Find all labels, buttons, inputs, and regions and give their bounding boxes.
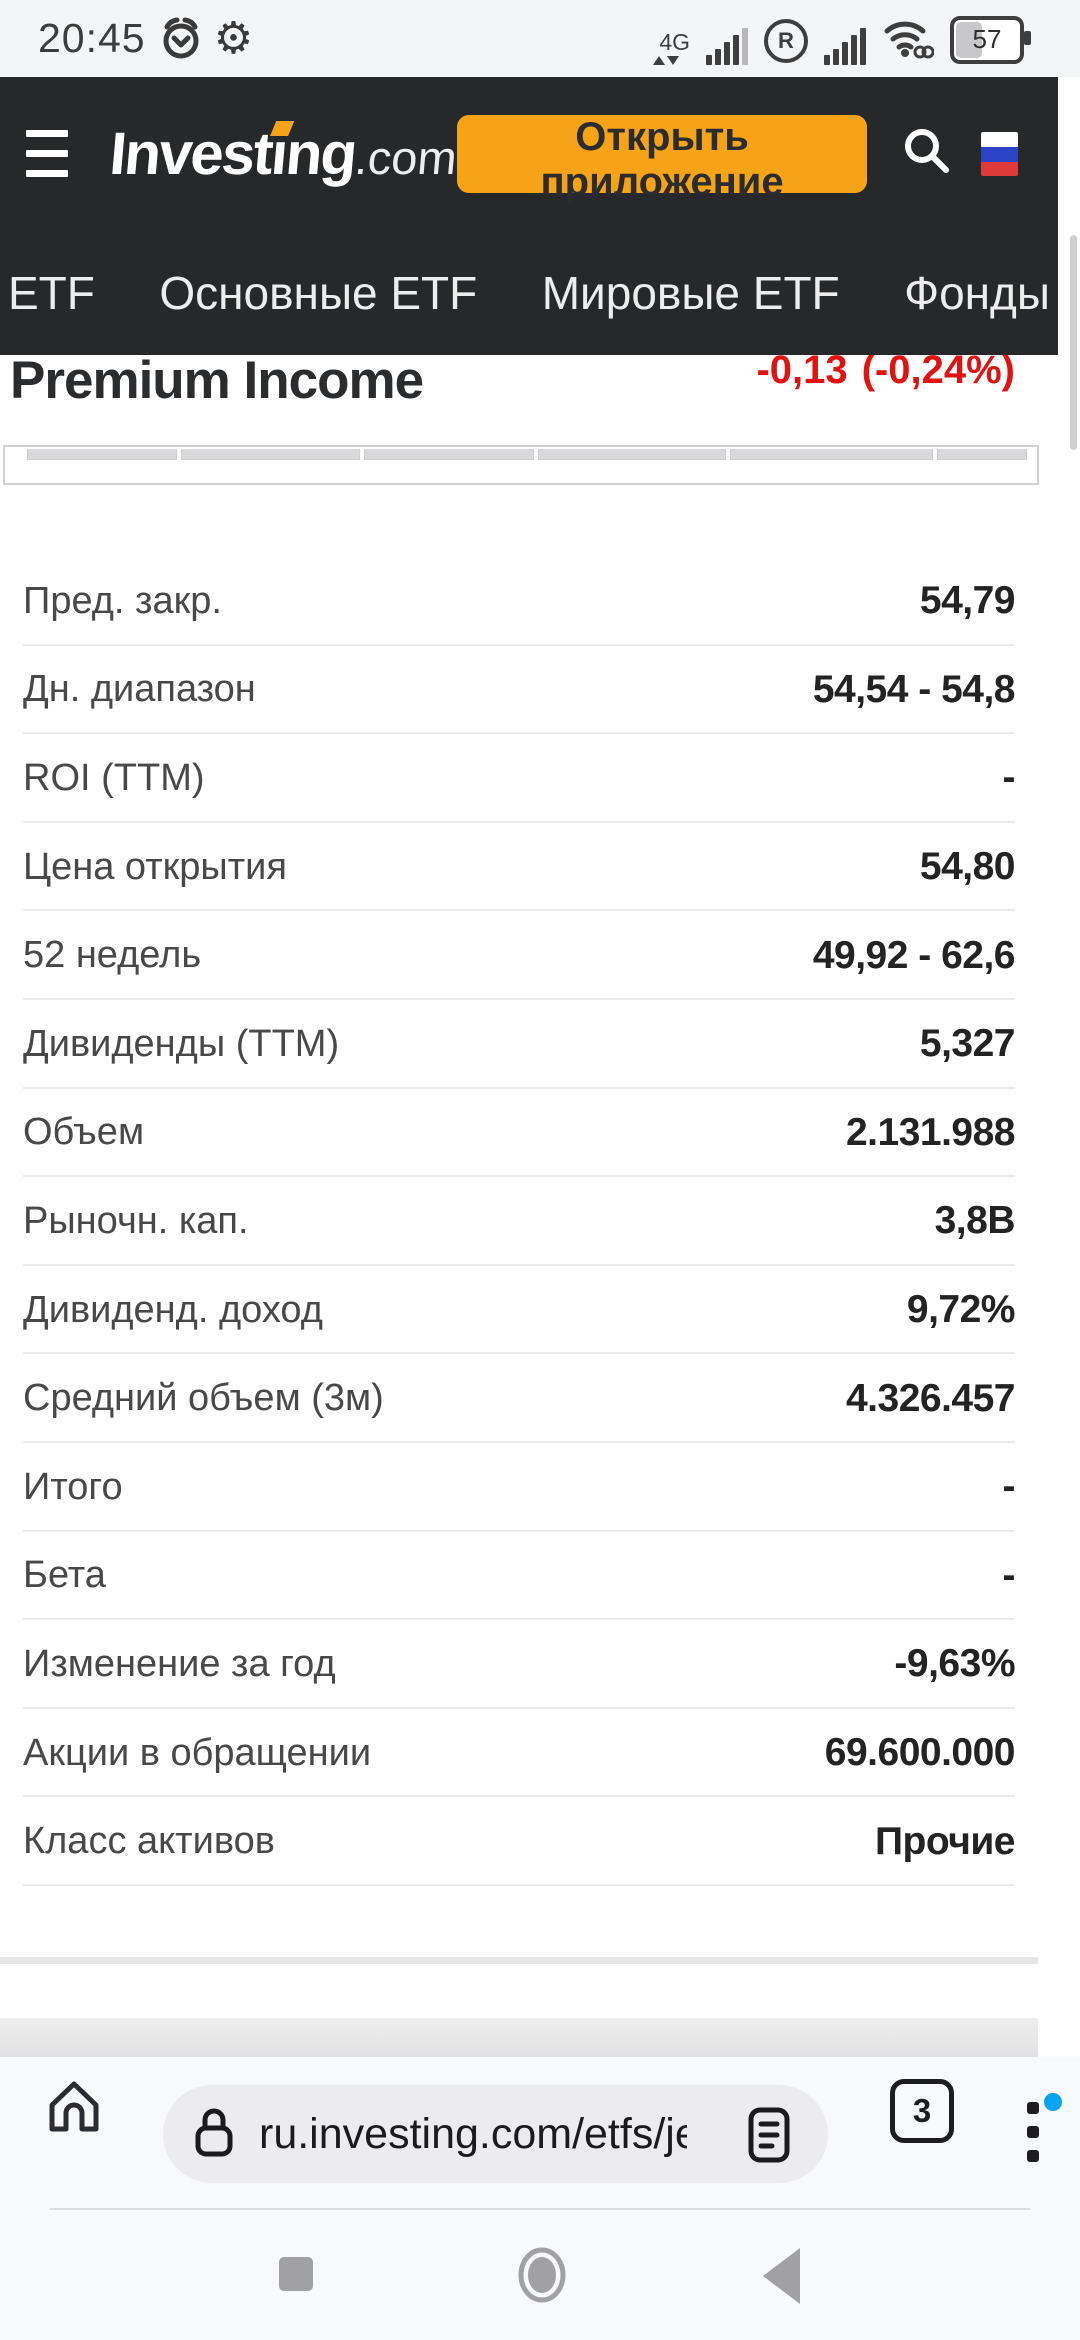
- table-row: Бета -: [0, 1532, 1038, 1621]
- stat-value: 9,72%: [906, 1288, 1016, 1332]
- table-row: 52 недель 49,92 - 62,6: [0, 911, 1038, 1000]
- stat-label: Акции в обращении: [23, 1731, 372, 1774]
- table-row: Дивиденды (TTM) 5,327: [0, 1000, 1038, 1089]
- table-row: Акции в обращении 69.600.000: [0, 1709, 1038, 1798]
- stat-value: -: [1002, 1553, 1016, 1597]
- menu-icon[interactable]: [26, 130, 68, 177]
- stat-value: 4.326.457: [845, 1376, 1016, 1420]
- tab-world-etf[interactable]: Мировые ETF: [541, 266, 840, 319]
- status-icons: 4G R 57: [653, 13, 1031, 65]
- stat-value: 5,327: [919, 1022, 1016, 1066]
- recents-button[interactable]: [279, 2257, 313, 2291]
- stat-value: 69.600.000: [824, 1731, 1016, 1775]
- open-app-button[interactable]: Открыть приложение: [457, 114, 867, 204]
- site-header: Inves t ı ng .com Открыть приложение ETF Осн…: [0, 77, 1058, 355]
- stat-value: -: [1002, 1465, 1016, 1509]
- table-row: Объем 2.131.988: [0, 1089, 1038, 1178]
- stat-value: Прочие: [874, 1819, 1016, 1863]
- stat-label: Рыночн. кап.: [23, 1199, 249, 1242]
- table-row: Итого -: [0, 1443, 1038, 1532]
- period-selector-clipped: [3, 445, 1039, 485]
- table-row: ROI (TTM) -: [0, 734, 1038, 823]
- mobile-data-icon: 4G: [653, 30, 690, 65]
- url-bar[interactable]: ru.investing.com/etfs/jep: [163, 2085, 828, 2183]
- table-row: Дн. диапазон 54,54 - 54,8: [0, 646, 1038, 735]
- stat-value: 49,92 - 62,6: [812, 933, 1016, 977]
- home-icon[interactable]: [42, 2075, 106, 2144]
- price-change: -0,13 (-0,24%): [756, 348, 1015, 392]
- stat-label: Итого: [23, 1465, 123, 1508]
- signal-icon-sim2: [824, 27, 866, 65]
- stat-value: -: [1002, 756, 1016, 800]
- stat-value: 2.131.988: [845, 1110, 1016, 1154]
- stat-label: Средний объем (3м): [23, 1377, 384, 1420]
- alarm-icon: [158, 16, 204, 62]
- search-icon[interactable]: [901, 125, 953, 182]
- table-row: Цена открытия 54,80: [0, 823, 1038, 912]
- home-button[interactable]: [517, 2246, 567, 2309]
- table-row: Дивиденд. доход 9,72%: [0, 1266, 1038, 1355]
- period-segment[interactable]: [730, 449, 933, 460]
- menu-dots-icon[interactable]: [1027, 2102, 1039, 2174]
- section-divider-band: [0, 1957, 1038, 1964]
- etf-nav-tabs: ETF Основные ETF Мировые ETF Фонды: [0, 230, 1058, 355]
- stat-label: Дивиденд. доход: [23, 1288, 323, 1331]
- browser-toolbar: ru.investing.com/etfs/jep 3: [0, 2057, 1080, 2210]
- battery-icon: 57: [950, 15, 1031, 64]
- stat-value: 54,79: [919, 579, 1016, 623]
- russian-flag-icon[interactable]: [981, 131, 1018, 176]
- next-section-clipped: [0, 2018, 1038, 2057]
- period-segment[interactable]: [27, 449, 177, 460]
- table-row: Класс активов Прочие: [0, 1797, 1038, 1886]
- notification-dot: [1044, 2093, 1062, 2111]
- wifi-icon: [882, 16, 935, 65]
- period-segment[interactable]: [538, 449, 726, 460]
- stat-label: 52 недель: [23, 934, 202, 977]
- stats-table: Пред. закр. 54,79 Дн. диапазон 54,54 - 54,…: [0, 557, 1038, 1886]
- registered-icon: R: [764, 18, 808, 63]
- investing-logo[interactable]: Inves t ı ng .com: [106, 120, 460, 187]
- scrollbar[interactable]: [1070, 235, 1077, 450]
- tab-etf[interactable]: ETF: [8, 266, 95, 319]
- toolbar-divider: [50, 2208, 1030, 2210]
- signal-icon-sim1: [706, 27, 748, 65]
- stat-value: -9,63%: [894, 1642, 1015, 1686]
- stat-value: 54,80: [919, 845, 1016, 889]
- stat-label: Класс активов: [23, 1820, 275, 1863]
- tabs-button[interactable]: 3: [890, 2079, 954, 2143]
- table-row: Изменение за год -9,63%: [0, 1620, 1038, 1709]
- stat-label: Дн. диапазон: [23, 668, 256, 711]
- table-row: Рыночн. кап. 3,8B: [0, 1177, 1038, 1266]
- stat-label: Пред. закр.: [23, 579, 222, 622]
- status-bar: 20:45 ⚙ 4G R: [0, 0, 1080, 77]
- back-button[interactable]: [763, 2248, 800, 2304]
- tab-main-etf[interactable]: Основные ETF: [159, 266, 478, 319]
- stat-label: Цена открытия: [23, 845, 287, 888]
- table-row: Средний объем (3м) 4.326.457: [0, 1354, 1038, 1443]
- clock: 20:45: [38, 15, 146, 61]
- stat-label: Объем: [23, 1111, 145, 1154]
- period-segment[interactable]: [364, 449, 534, 460]
- lock-icon: [193, 2106, 235, 2163]
- stat-label: Дивиденды (TTM): [23, 1022, 340, 1065]
- stat-value: 3,8B: [934, 1199, 1016, 1243]
- period-segment[interactable]: [937, 449, 1027, 460]
- stat-label: Бета: [23, 1554, 106, 1597]
- period-segment[interactable]: [181, 449, 360, 460]
- url-text: ru.investing.com/etfs/jep: [259, 2109, 687, 2158]
- stat-value: 54,54 - 54,8: [812, 667, 1016, 711]
- tab-funds[interactable]: Фонды: [904, 266, 1050, 319]
- stat-label: ROI (TTM): [23, 756, 205, 799]
- android-nav-bar: [0, 2210, 1080, 2340]
- gear-icon: ⚙: [213, 12, 254, 64]
- page-title: Premium Income: [10, 351, 424, 410]
- reader-mode-icon[interactable]: [748, 2107, 790, 2168]
- stat-label: Изменение за год: [23, 1642, 336, 1685]
- quote-header: Premium Income -0,13 (-0,24%): [0, 346, 1080, 410]
- table-row: Пред. закр. 54,79: [0, 557, 1038, 646]
